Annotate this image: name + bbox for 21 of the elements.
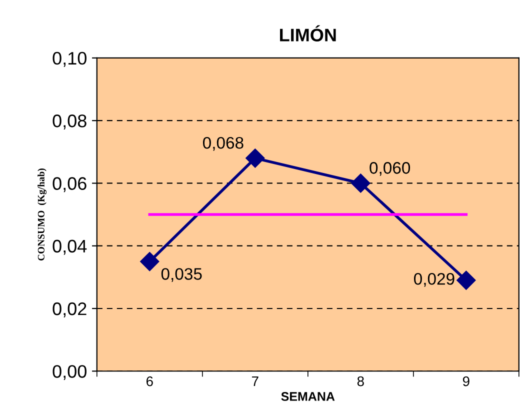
chart-title: LIMÓN [280,25,336,42]
data-label: 0,035 [161,268,202,282]
data-label: 0,068 [202,136,244,151]
x-axis-title: SEMANA [281,392,335,401]
data-label: 0,029 [414,272,454,287]
y-tick-label: 0,08 [52,114,86,130]
point [140,252,160,272]
x-tick-label: 7 [252,376,258,386]
point [351,174,370,193]
data-label: 0,060 [370,162,410,176]
y-axis-title: CONSUMO (Kg/hab) [38,168,46,261]
x-tick-label: 8 [357,376,364,386]
y-tick-label: 0,04 [52,240,87,255]
y-tick-label: 0,02 [52,302,86,318]
x-tick-label: 9 [462,376,470,386]
y-tick-label: 0,00 [52,365,86,380]
x-tick-label: 6 [146,376,153,386]
y-tick-label: 0,06 [52,177,86,192]
y-tick-label: 0,10 [52,52,86,67]
point [246,148,265,168]
point [456,270,476,290]
